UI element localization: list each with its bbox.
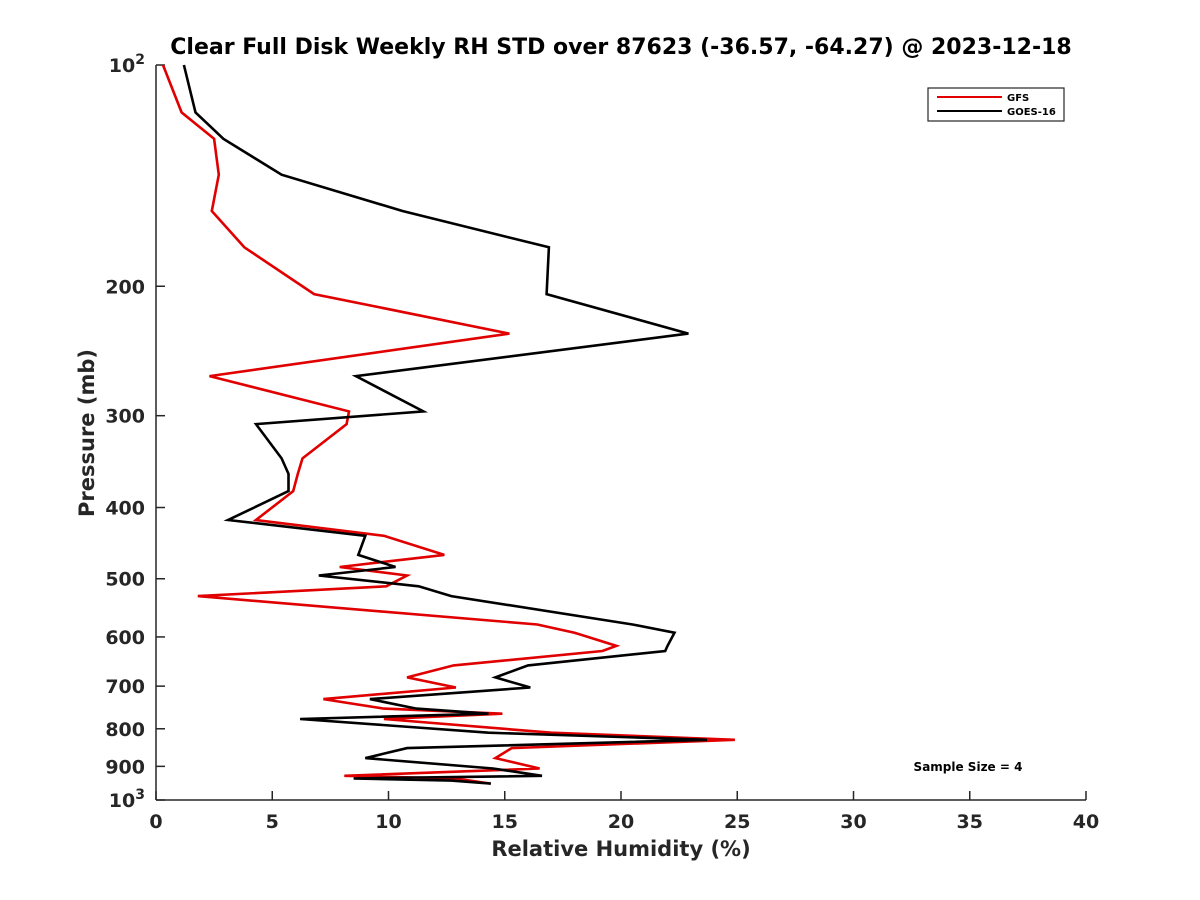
- series-line-goes-16: [182, 64, 708, 785]
- x-tick-label: 40: [1073, 811, 1099, 833]
- x-axis-label: Relative Humidity (%): [491, 837, 750, 861]
- legend-box: [927, 87, 1065, 122]
- x-tick-label: 20: [608, 811, 634, 833]
- y-tick-label: 500: [105, 569, 145, 591]
- y-tick-label: 400: [105, 498, 145, 520]
- y-tick-label: 200: [105, 276, 145, 298]
- sample-size-annotation: Sample Size = 4: [914, 760, 1023, 774]
- x-tick-label: 10: [375, 811, 401, 833]
- x-tick-label: 30: [840, 811, 866, 833]
- chart-title: Clear Full Disk Weekly RH STD over 87623…: [170, 35, 1071, 60]
- y-tick-label: 800: [105, 719, 145, 741]
- y-ticks: 102 200 300 400 500 600 700 800 900 103: [105, 52, 165, 812]
- y-axis-label: Pressure (mb): [75, 349, 99, 517]
- y-tick-label: 102: [109, 52, 145, 77]
- y-tick-label: 700: [105, 676, 145, 698]
- legend-label-gfs: GFS: [1007, 93, 1029, 104]
- x-tick-label: 25: [724, 811, 750, 833]
- x-tick-label: 15: [492, 811, 518, 833]
- x-tick-label: 5: [266, 811, 279, 833]
- y-tick-label: 103: [109, 787, 145, 812]
- y-tick-label: 600: [105, 627, 145, 649]
- x-tick-label: 0: [149, 811, 162, 833]
- series-lines: [161, 64, 735, 785]
- y-tick-label: 900: [105, 756, 145, 778]
- series-line-gfs: [161, 64, 735, 785]
- x-ticks: 0 5 10 15 20 25 30 35 40: [149, 791, 1099, 833]
- legend: GFS GOES-16: [927, 87, 1065, 122]
- legend-label-goes-16: GOES-16: [1007, 107, 1056, 118]
- y-tick-label: 300: [105, 406, 145, 428]
- x-tick-label: 35: [957, 811, 983, 833]
- plot-area: [155, 65, 1086, 801]
